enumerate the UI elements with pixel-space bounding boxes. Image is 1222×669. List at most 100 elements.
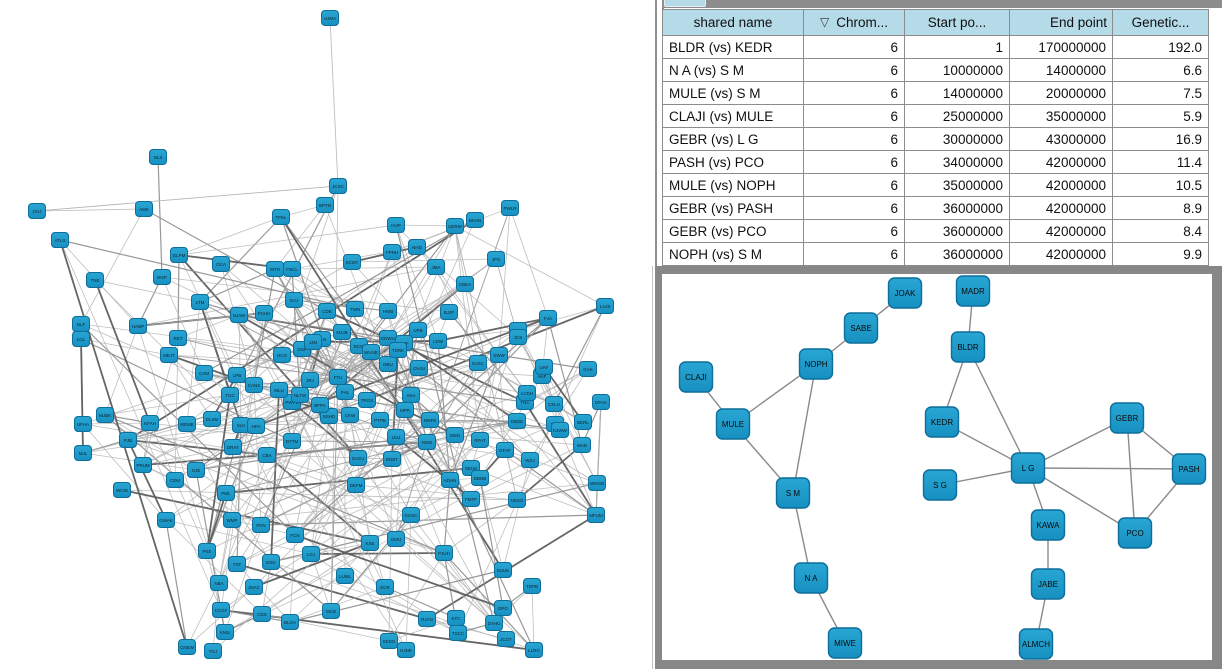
- network-node[interactable]: CHJU: [410, 360, 428, 376]
- table-cell[interactable]: 25000000: [904, 104, 1010, 128]
- network-node-s-g[interactable]: S G: [922, 469, 958, 501]
- network-node[interactable]: MEME: [178, 416, 196, 432]
- network-node[interactable]: LUML: [336, 568, 354, 584]
- network-node[interactable]: HCG: [273, 347, 291, 363]
- network-node[interactable]: LPB: [228, 367, 246, 383]
- column-header-genetic-[interactable]: Genetic...: [1112, 9, 1209, 36]
- network-node[interactable]: RFAT: [471, 432, 489, 448]
- network-node[interactable]: CNEW: [178, 639, 196, 655]
- network-node[interactable]: HJNE: [397, 642, 415, 658]
- network-node-pash[interactable]: PASH: [1171, 453, 1207, 485]
- table-cell[interactable]: 1: [904, 35, 1010, 59]
- network-node[interactable]: GLPM: [170, 247, 188, 263]
- network-node[interactable]: PRUM: [134, 457, 152, 473]
- table-cell[interactable]: PASH (vs) PCO: [662, 150, 804, 174]
- network-node[interactable]: SUUK: [494, 562, 512, 578]
- network-node[interactable]: BKSN: [466, 212, 484, 228]
- network-node[interactable]: SWW: [490, 347, 508, 363]
- network-node[interactable]: GMU: [387, 531, 405, 547]
- network-node[interactable]: DFAK: [592, 394, 610, 410]
- table-cell[interactable]: 6: [803, 35, 905, 59]
- network-node[interactable]: CAM: [195, 365, 213, 381]
- network-node-kawa[interactable]: KAWA: [1030, 509, 1066, 541]
- network-node[interactable]: BLGA: [281, 614, 299, 630]
- network-node[interactable]: KSE: [361, 535, 379, 551]
- table-cell[interactable]: 36000000: [904, 196, 1010, 220]
- network-node-l-g[interactable]: L G: [1010, 452, 1046, 484]
- network-node[interactable]: AKA: [402, 387, 420, 403]
- table-cell[interactable]: 7.5: [1112, 81, 1209, 105]
- network-node[interactable]: JJM: [304, 334, 322, 350]
- table-cell[interactable]: GEBR (vs) L G: [662, 127, 804, 151]
- network-node[interactable]: HFA: [247, 418, 265, 434]
- network-node[interactable]: JNAC: [245, 579, 263, 595]
- column-header-start-po-[interactable]: Start po...: [904, 9, 1010, 36]
- network-node[interactable]: PWLR: [501, 200, 519, 216]
- network-node[interactable]: NLTW: [291, 387, 309, 403]
- network-node[interactable]: TFKL: [272, 209, 290, 225]
- network-node[interactable]: LAJS: [596, 298, 614, 314]
- network-node[interactable]: WUUE: [362, 344, 380, 360]
- network-node[interactable]: LLRG: [525, 642, 543, 658]
- network-node[interactable]: WNGB: [588, 475, 606, 491]
- table-row[interactable]: MULE (vs) S M 6 14000000 20000000 7.5: [662, 81, 1209, 105]
- network-node[interactable]: MAB: [573, 437, 591, 453]
- network-node[interactable]: BPTN: [316, 197, 334, 213]
- network-node[interactable]: KMU: [216, 624, 234, 640]
- network-node[interactable]: DRAT: [224, 439, 242, 455]
- filter-icon[interactable]: ▽: [820, 15, 830, 29]
- table-cell[interactable]: 42000000: [1009, 242, 1113, 266]
- network-node-n-a[interactable]: N A: [793, 562, 829, 594]
- network-node[interactable]: CDS: [253, 606, 271, 622]
- network-node[interactable]: TSF: [228, 556, 246, 572]
- table-cell[interactable]: 6: [803, 242, 905, 266]
- network-node[interactable]: CBA: [258, 447, 276, 463]
- network-node[interactable]: GHJ: [28, 203, 46, 219]
- network-node[interactable]: FPNH: [383, 244, 401, 260]
- network-node[interactable]: BFPA: [311, 397, 329, 413]
- table-cell[interactable]: 42000000: [1009, 219, 1113, 243]
- table-cell[interactable]: 42000000: [1009, 196, 1113, 220]
- table-cell[interactable]: 6: [803, 173, 905, 197]
- network-node[interactable]: LDW: [429, 333, 447, 349]
- network-node-almch[interactable]: ALMCH: [1018, 628, 1054, 660]
- table-cell[interactable]: NOPH (vs) S M: [662, 242, 804, 266]
- network-node-mule[interactable]: MULE: [715, 408, 751, 440]
- network-node-miwe[interactable]: MIWE: [827, 627, 863, 659]
- table-cell[interactable]: GEBR (vs) PCO: [662, 219, 804, 243]
- table-cell[interactable]: 6: [803, 150, 905, 174]
- network-node[interactable]: MJL: [74, 445, 92, 461]
- table-cell[interactable]: 30000000: [904, 127, 1010, 151]
- network-node[interactable]: FMTF: [462, 491, 480, 507]
- table-cell[interactable]: 36000000: [904, 219, 1010, 243]
- network-node[interactable]: MLU: [270, 382, 288, 398]
- network-node[interactable]: TWN: [346, 301, 364, 317]
- table-cell[interactable]: 8.9: [1112, 196, 1209, 220]
- network-node[interactable]: ATLS: [51, 232, 69, 248]
- network-node[interactable]: NLF: [72, 316, 90, 332]
- network-node[interactable]: FTU: [329, 369, 347, 385]
- column-header-shared-name[interactable]: shared name: [662, 9, 804, 36]
- network-node-pco[interactable]: PCO: [1117, 517, 1153, 549]
- table-cell[interactable]: 170000000: [1009, 35, 1113, 59]
- network-node[interactable]: JCSC: [329, 178, 347, 194]
- network-node[interactable]: GWAK: [157, 512, 175, 528]
- network-node[interactable]: NJAW: [230, 307, 248, 323]
- table-row[interactable]: NOPH (vs) S M 6 36000000 42000000 9.9: [662, 242, 1209, 266]
- column-header-chrom-[interactable]: ▽ Chrom...: [803, 9, 905, 36]
- network-node[interactable]: DBNB: [471, 470, 489, 486]
- table-cell[interactable]: 8.4: [1112, 219, 1209, 243]
- network-node[interactable]: GAJ: [285, 292, 303, 308]
- network-node[interactable]: HWB: [379, 303, 397, 319]
- table-cell[interactable]: 42000000: [1009, 173, 1113, 197]
- network-node[interactable]: FNCL: [283, 261, 301, 277]
- table-cell[interactable]: 9.9: [1112, 242, 1209, 266]
- network-node[interactable]: PJB: [119, 432, 137, 448]
- subnetwork-canvas[interactable]: JOAK MADR SABE BLDR NOPH CLAJI KEDR GEBR MULE L G…: [662, 274, 1212, 660]
- horizontal-scrollbar-thumb[interactable]: [664, 0, 706, 7]
- table-cell[interactable]: 34000000: [904, 150, 1010, 174]
- network-node[interactable]: TNE: [86, 272, 104, 288]
- network-node[interactable]: MFUM: [587, 507, 605, 523]
- table-row[interactable]: MULE (vs) NOPH 6 35000000 42000000 10.5: [662, 173, 1209, 197]
- network-node-madr[interactable]: MADR: [955, 275, 991, 307]
